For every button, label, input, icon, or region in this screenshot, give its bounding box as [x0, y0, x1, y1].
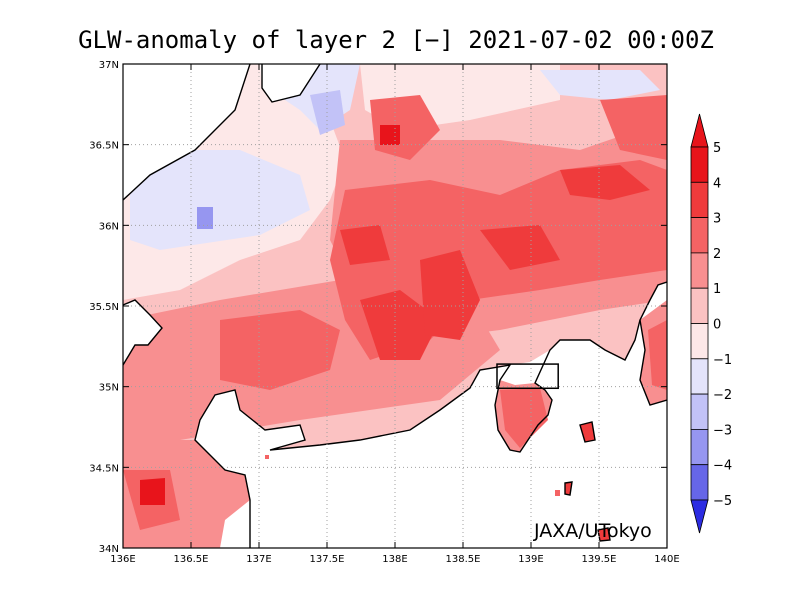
lon-tick-label: 138E — [382, 554, 407, 565]
colorbar-swatch — [690, 323, 709, 360]
lat-tick-label: 37N — [99, 60, 119, 71]
colorbar: 5 4 3 2 1 0 −1 −2 −3 −4 −5 — [690, 113, 732, 534]
colorbar-swatch — [690, 428, 709, 466]
coastline — [123, 64, 667, 548]
colorbar-label: −1 — [713, 353, 732, 368]
lat-tick-label: 34.5N — [89, 463, 119, 474]
lon-tick-label: 139E — [518, 554, 543, 565]
colorbar-label: 4 — [713, 176, 721, 191]
lon-tick-label: 140E — [654, 554, 679, 565]
colorbar-swatch — [690, 252, 709, 289]
colorbar-swatch — [690, 287, 709, 324]
colorbar-label: 0 — [713, 318, 721, 333]
lon-tick-label: 136E — [110, 554, 135, 565]
colorbar-label: 5 — [713, 141, 721, 156]
colorbar-label: −5 — [713, 494, 732, 509]
axis-ticks: 136E 136.5E 137E 137.5E 138E 138.5E 139E 139.5E… — [89, 60, 679, 565]
lat-tick-label: 36.5N — [89, 141, 119, 152]
colorbar-swatch — [690, 181, 709, 219]
highlight-box — [496, 363, 559, 390]
lat-tick-label: 36N — [99, 221, 119, 232]
colorbar-arrow-top — [690, 113, 709, 148]
lat-tick-label: 35N — [99, 383, 119, 394]
colorbar-swatch — [690, 464, 709, 501]
lon-tick-label: 136.5E — [174, 554, 209, 565]
colorbar-label: −2 — [713, 388, 732, 403]
lat-tick-label: 34N — [99, 544, 119, 555]
colorbar-swatch — [690, 358, 709, 395]
colorbar-label: −3 — [713, 423, 732, 438]
lon-tick-label: 137E — [246, 554, 271, 565]
lat-tick-label: 35.5N — [89, 302, 119, 313]
credit-label: JAXA/UTokyo — [534, 520, 652, 542]
colorbar-swatch — [690, 393, 709, 430]
colorbar-swatch — [690, 146, 709, 183]
map-gridlines — [123, 64, 667, 548]
colorbar-label: 3 — [713, 212, 721, 227]
lon-tick-label: 138.5E — [446, 554, 481, 565]
colorbar-swatch — [690, 217, 709, 254]
colorbar-arrow-bottom — [690, 499, 709, 534]
colorbar-label: −4 — [713, 459, 732, 474]
colorbar-label: 2 — [713, 247, 721, 262]
lon-tick-label: 139.5E — [582, 554, 617, 565]
colorbar-label: 1 — [713, 282, 721, 297]
lon-tick-label: 137.5E — [310, 554, 345, 565]
map-title: GLW-anomaly of layer 2 [−] 2021-07-02 00… — [78, 26, 714, 54]
